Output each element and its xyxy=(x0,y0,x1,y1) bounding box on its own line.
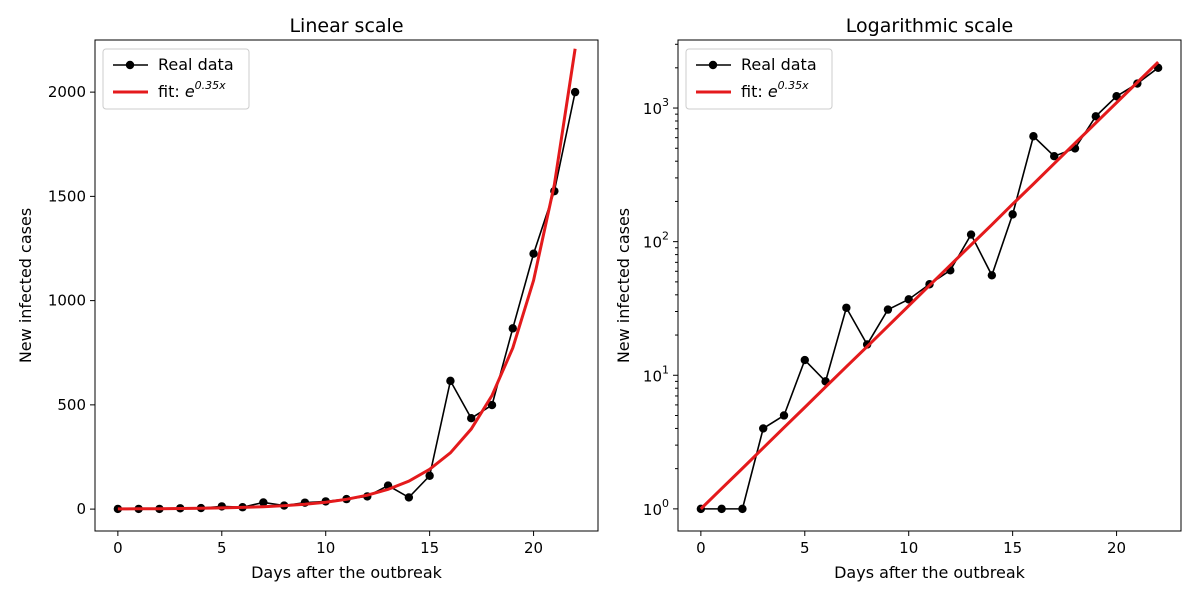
real-data-point xyxy=(779,411,789,420)
real-data-point xyxy=(1008,210,1017,219)
legend-frame xyxy=(102,48,250,110)
y-tick-label: 102 xyxy=(643,230,669,252)
real-data-point xyxy=(570,87,580,97)
x-tick-label: 10 xyxy=(316,539,335,557)
chart-title: Logarithmic scale xyxy=(846,15,1013,37)
axes-frame xyxy=(677,39,1182,532)
y-axis-label: New infected cases xyxy=(614,208,633,363)
fit-line xyxy=(117,48,577,511)
x-tick-label: 15 xyxy=(1003,539,1022,557)
real-data-point xyxy=(446,376,455,386)
legend: Real data fit: e0.35x xyxy=(685,48,833,110)
x-tick-label: 20 xyxy=(524,539,543,557)
y-axis-label: New infected cases xyxy=(16,208,35,363)
real-data-point xyxy=(800,355,809,365)
legend-real-data-marker xyxy=(708,60,718,70)
real-data-point xyxy=(487,400,497,410)
real-data-point xyxy=(717,504,726,514)
x-tick-label: 15 xyxy=(420,539,439,557)
chart-panel-1: 0 5 10 15 20 0 500 1000 1500 2000 Linear scale Days… xyxy=(16,15,599,582)
legend-real-data-marker xyxy=(125,60,135,70)
x-axis-label: Days after the outbreak xyxy=(251,563,443,582)
y-tick-label: 2000 xyxy=(48,83,86,101)
y-tick-label: 100 xyxy=(643,497,669,519)
real-data-point xyxy=(404,493,414,502)
real-data-point xyxy=(904,295,913,304)
real-data-point xyxy=(987,271,997,280)
real-data-point xyxy=(1050,152,1059,161)
real-data-point xyxy=(1091,112,1100,121)
real-data-point xyxy=(467,414,476,423)
real-data-point xyxy=(259,498,268,507)
y-tick-label: 1000 xyxy=(48,292,86,310)
real-data-point xyxy=(883,305,893,314)
real-data-point xyxy=(1112,92,1121,101)
real-data-point xyxy=(759,424,768,433)
y-tick-label: 1500 xyxy=(48,187,86,205)
legend-label-real-data: Real data xyxy=(741,55,817,74)
y-tick-label: 0 xyxy=(76,500,86,518)
chart-panel-2: 0 5 10 15 20 100 101 102 103 Logarithmic scale Day… xyxy=(614,15,1182,582)
x-tick-label: 10 xyxy=(899,539,918,557)
x-tick-label: 0 xyxy=(113,539,123,557)
x-tick-label: 5 xyxy=(800,539,810,557)
legend: Real data fit: e0.35x xyxy=(102,48,250,110)
real-data-point xyxy=(842,303,851,312)
legend-label-real-data: Real data xyxy=(158,55,234,74)
x-tick-label: 0 xyxy=(696,539,706,557)
x-tick-label: 20 xyxy=(1107,539,1126,557)
x-axis-label: Days after the outbreak xyxy=(834,563,1026,582)
legend-label-fit: fit: e0.35x xyxy=(741,79,809,101)
legend-label-fit: fit: e0.35x xyxy=(158,79,226,101)
x-tick-label: 5 xyxy=(217,539,227,557)
real-data-point xyxy=(425,471,434,480)
real-data-point xyxy=(529,249,538,258)
y-tick-label: 103 xyxy=(643,96,669,118)
chart-title: Linear scale xyxy=(289,15,403,37)
y-tick-label: 101 xyxy=(643,363,669,385)
y-tick-label: 500 xyxy=(57,396,86,414)
real-data-point xyxy=(1029,132,1038,141)
real-data-line xyxy=(117,91,576,510)
legend-frame xyxy=(685,48,833,110)
real-data-point xyxy=(738,504,747,514)
fit-line xyxy=(699,61,1160,510)
axes-frame xyxy=(94,39,599,532)
real-data-point xyxy=(966,230,976,239)
real-data-point xyxy=(508,324,517,333)
